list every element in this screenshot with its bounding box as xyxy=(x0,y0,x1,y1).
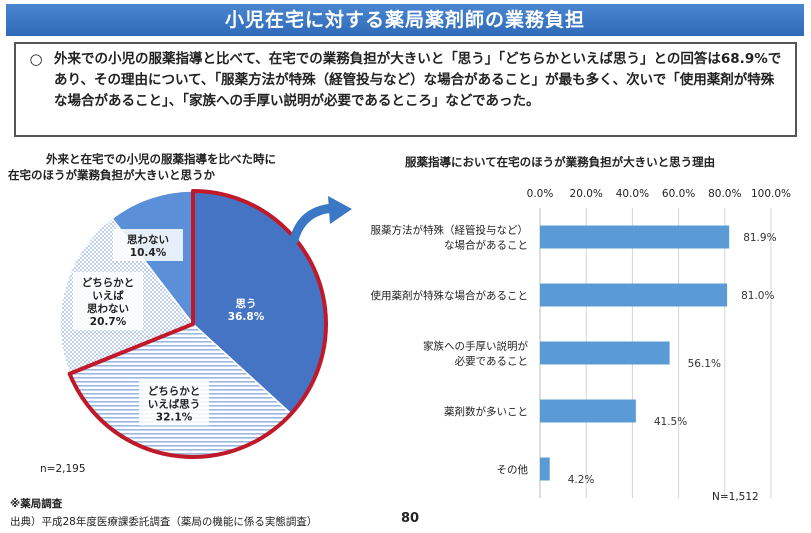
x-tick-label: 60.0% xyxy=(662,188,695,200)
bar-value-label: 81.9% xyxy=(743,232,776,244)
pie-label-background xyxy=(139,380,209,426)
pie-slice-value: 32.1% xyxy=(156,412,193,424)
summary-text: 外来での小児の服薬指導と比べて、在宅での業務負担が大きいと「思う」「どちらかとい… xyxy=(54,51,782,109)
survey-note: ※薬局調査 xyxy=(10,498,63,510)
pie-label-background xyxy=(113,229,183,261)
pie-slice-label: 思わない xyxy=(127,234,169,246)
pie-label-background xyxy=(73,272,143,330)
category-label: その他 xyxy=(497,463,529,476)
bar xyxy=(540,399,636,423)
bar-value-label: 56.1% xyxy=(688,358,721,370)
pie-title-line: 在宅のほうが業務負担が大きいと思うか xyxy=(8,168,215,182)
pie-slice-label: いえば思う xyxy=(148,398,201,411)
pie-slice-value: 10.4% xyxy=(130,247,167,259)
bar-sample-size: N=1,512 xyxy=(712,491,759,503)
x-tick-label: 40.0% xyxy=(616,188,649,200)
pie-slice-label: どちらかと xyxy=(82,276,135,289)
x-tick-label: 80.0% xyxy=(708,188,741,200)
page-title: 小児在宅に対する薬局薬剤師の業務負担 xyxy=(6,4,804,36)
pie-chart: 思う36.8%どちらかといえば思う32.1%どちらかといえば思わない20.7%思… xyxy=(59,189,328,459)
pie-slice-value: 20.7% xyxy=(90,316,127,328)
bar xyxy=(540,225,730,249)
pie-highlight-outline xyxy=(67,189,328,459)
bar-chart: 0.0% 20.0% 40.0% 60.0% 80.0% 100.0% 服薬方法が特殊（経… xyxy=(371,188,791,498)
page-number: 80 xyxy=(401,511,420,526)
category-label: 使用薬剤が特殊な場合があること xyxy=(371,289,529,302)
arrow-icon xyxy=(289,196,352,244)
x-tick-label: 0.0% xyxy=(527,188,554,200)
source-note: 出典）平成28年度医療課委託調査（薬局の機能に係る実態調査） xyxy=(10,516,318,528)
category-label: 服薬方法が特殊（経管投与など） xyxy=(371,224,529,237)
circle-bullet-icon: ○ xyxy=(29,50,43,68)
bar-value-label: 4.2% xyxy=(568,474,595,486)
pie-slice-label: どちらかと xyxy=(148,385,201,398)
pie-sample-size: n=2,195 xyxy=(40,463,86,475)
pie-slice-label: 思う xyxy=(236,298,257,310)
bar xyxy=(540,341,670,365)
x-tick-label: 20.0% xyxy=(570,188,603,200)
category-label: 必要であること xyxy=(455,355,528,368)
category-label: 家族への手厚い説明が xyxy=(423,340,528,353)
bar xyxy=(540,457,550,481)
category-label: 薬剤数が多いこと xyxy=(444,405,528,418)
pie-slice-value: 36.8% xyxy=(228,311,265,323)
bar xyxy=(540,283,728,307)
bar-value-label: 41.5% xyxy=(654,416,687,428)
x-tick-label: 100.0% xyxy=(751,188,791,200)
pie-title-line: 外来と在宅での小児の服薬指導を比べた時に xyxy=(46,152,276,166)
bar-chart-title: 服薬指導において在宅のほうが業務負担が大きいと思う理由 xyxy=(405,155,716,169)
category-label: な場合があること xyxy=(444,239,528,252)
pie-chart-title: 外来と在宅での小児の服薬指導を比べた時に 在宅のほうが業務負担が大きいと思うか xyxy=(8,151,348,183)
pie-slice-label: いえば xyxy=(92,289,124,302)
summary-box: ○ 外来での小児の服薬指導と比べて、在宅での業務負担が大きいと「思う」「どちらか… xyxy=(14,42,797,137)
bar-value-label: 81.0% xyxy=(741,290,774,302)
pie-slice-label: 思わない xyxy=(87,303,129,315)
